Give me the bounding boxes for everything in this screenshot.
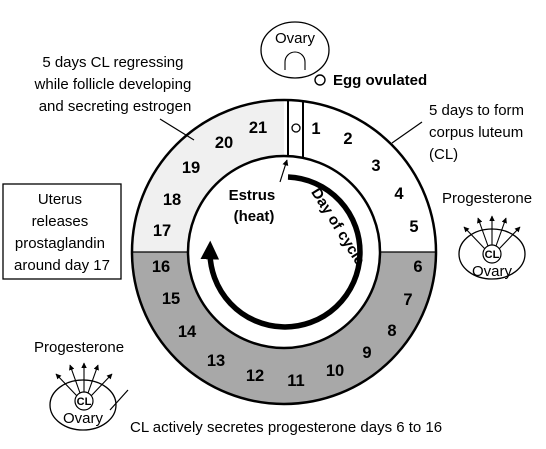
- ovary-outline-top: [260, 21, 330, 79]
- day-18: 18: [163, 191, 181, 209]
- top-ovary: Ovary: [260, 21, 330, 79]
- cycle-ring: [130, 98, 438, 406]
- cl-label-right: CL: [485, 249, 500, 261]
- day-5: 5: [409, 218, 418, 236]
- day-of-cycle-arrow: [200, 174, 363, 330]
- ovary-label-left: Ovary: [63, 410, 104, 427]
- day-9: 9: [362, 344, 371, 362]
- day-14: 14: [178, 323, 197, 341]
- forming-note: 5 days to form corpus luteum (CL): [429, 102, 528, 163]
- cl-active-note: CL actively secretes progesterone days 6…: [130, 419, 442, 436]
- day-10: 10: [326, 362, 344, 380]
- regressing-note-line-1: 5 days CL regressing: [42, 54, 183, 71]
- uterus-box-line-3: prostaglandin: [15, 235, 105, 252]
- ring-cl-active-phase: [132, 252, 436, 404]
- estrus-label-line-2: (heat): [234, 208, 275, 225]
- cl-label-left: CL: [77, 396, 92, 408]
- day-2: 2: [343, 130, 352, 148]
- forming-note-line-1: 5 days to form: [429, 102, 524, 119]
- progesterone-right-title: Progesterone: [442, 190, 532, 207]
- uterus-box-line-2: releases: [32, 213, 89, 230]
- ring-forming-phase: [284, 100, 436, 252]
- progesterone-arrow-left-1: [55, 373, 78, 397]
- progesterone-right: Progesterone CL Ovary: [442, 190, 532, 280]
- day-16: 16: [152, 258, 170, 276]
- day-3: 3: [371, 157, 380, 175]
- progesterone-arrow-right-2: [477, 217, 489, 247]
- estrus-label: Estrus (heat): [229, 187, 280, 225]
- progesterone-arrows-right: [463, 215, 521, 250]
- egg-ovulated-label: Egg ovulated: [333, 72, 427, 89]
- progesterone-arrow-left-4: [87, 364, 99, 394]
- forming-leader-line: [391, 121, 423, 144]
- day-19: 19: [182, 159, 200, 177]
- day-15: 15: [162, 290, 180, 308]
- day-numbers: 1 2 3 4 5 6 7 8 9 10 11 12 13 14 15 16 1…: [152, 119, 423, 390]
- uterus-box: Uterus releases prostaglandin around day…: [2, 183, 122, 280]
- day-6: 6: [413, 258, 422, 276]
- regressing-note-line-3: and secreting estrogen: [39, 98, 192, 115]
- uterus-box-text: Uterus releases prostaglandin around day…: [14, 191, 110, 274]
- day-20: 20: [215, 134, 233, 152]
- day-12: 12: [246, 367, 264, 385]
- progesterone-arrows-left: [55, 362, 113, 397]
- ovary-label-right: Ovary: [472, 263, 513, 280]
- uterus-box-line-1: Uterus: [38, 191, 82, 208]
- day-7: 7: [403, 291, 412, 309]
- inner-circle: Estrus (heat) Day of cycle: [200, 159, 368, 330]
- egg-icon: [314, 74, 326, 86]
- progesterone-arrow-left-5: [90, 373, 113, 397]
- ring-regressing-phase: [132, 100, 284, 252]
- regressing-note-line-2: while follicle developing: [34, 76, 192, 93]
- ovary-label-top: Ovary: [275, 30, 316, 47]
- cl-active-leader-line: [109, 389, 129, 411]
- forming-note-line-2: corpus luteum: [429, 124, 523, 141]
- egg-ovulated-note: Egg ovulated: [314, 72, 427, 89]
- day-4: 4: [394, 185, 404, 203]
- day-1: 1: [311, 120, 320, 138]
- day-11: 11: [287, 372, 304, 390]
- day-21: 21: [249, 119, 267, 137]
- day-8: 8: [387, 322, 396, 340]
- progesterone-left: Progesterone CL Ovary: [34, 339, 124, 431]
- estrus-label-line-1: Estrus: [229, 187, 276, 204]
- day-13: 13: [207, 352, 225, 370]
- progesterone-arrow-right-4: [495, 217, 507, 247]
- regressing-note: 5 days CL regressing while follicle deve…: [34, 54, 196, 115]
- progesterone-arrow-right-5: [498, 226, 521, 250]
- progesterone-arrow-left-2: [69, 364, 81, 394]
- ovulation-egg-marker: [291, 123, 301, 133]
- progesterone-arrow-right-1: [463, 226, 486, 250]
- progesterone-left-title: Progesterone: [34, 339, 124, 356]
- uterus-box-frame: [2, 183, 122, 280]
- day-17: 17: [153, 222, 171, 240]
- estrus-pointer-arrow: [279, 159, 289, 183]
- uterus-box-line-4: around day 17: [14, 257, 110, 274]
- regressing-leader-line: [159, 118, 195, 141]
- follicle-top: [284, 51, 306, 70]
- forming-note-line-3: (CL): [429, 146, 458, 163]
